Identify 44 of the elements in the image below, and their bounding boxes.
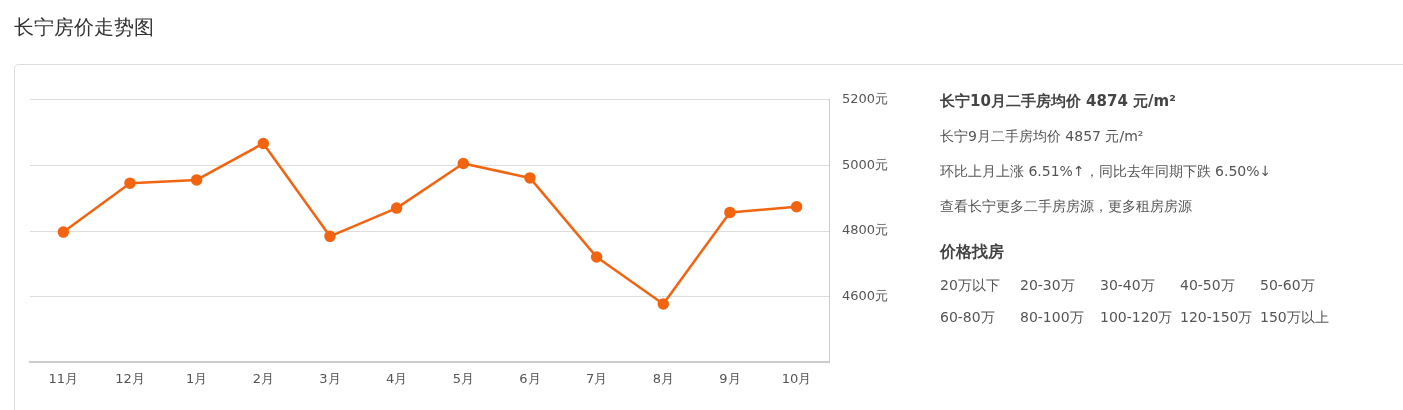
text: 长宁9月二手房均价 4857 元/m² (940, 128, 1145, 146)
text: 60-80万 (940, 309, 996, 327)
x-tick-label: 4月 (385, 370, 408, 386)
text: 价格找房 (940, 242, 1005, 263)
point (190, 174, 203, 186)
x-tick-label: 10月 (781, 370, 812, 386)
y-tick-label: 5200元 (841, 91, 889, 107)
text: 查看长宁更多二手房房源，更多租房房源 (940, 198, 1193, 216)
y-tick-label: 5000元 (841, 156, 889, 172)
x-tick-label: 8月 (652, 370, 674, 386)
x-tick-label: 1月 (186, 370, 208, 386)
x-tick-label: 6月 (519, 370, 541, 386)
y-tick-label: 4800元 (841, 222, 889, 238)
point (124, 177, 136, 189)
point (324, 230, 336, 243)
x-tick-label: 12月 (115, 370, 145, 386)
text: 40-50万 (1180, 277, 1236, 295)
point (457, 157, 470, 170)
point (524, 172, 536, 184)
text: 50-60万 (1260, 277, 1316, 295)
text: 30-40万 (1100, 277, 1156, 295)
text: 20-30万 (1020, 277, 1076, 295)
x-tick-label: 5月 (452, 370, 474, 386)
point (590, 251, 603, 263)
text: 150万以上 (1260, 309, 1330, 327)
y-tick-label: 4600元 (841, 288, 889, 304)
point (657, 298, 670, 310)
text: 20万以下 (940, 277, 1001, 295)
point (390, 202, 403, 214)
point (257, 137, 270, 150)
text: 120-150万 (1180, 309, 1254, 327)
chart-title: 长宁房价走势图 (14, 14, 154, 41)
x-tick-label: 9月 (719, 370, 741, 386)
x-tick-label: 11月 (48, 370, 79, 386)
point (57, 226, 70, 238)
x-tick-label: 3月 (319, 370, 341, 386)
x-tick-label: 2月 (252, 370, 274, 386)
text: 100-120万 (1100, 309, 1174, 327)
text: 环比上月上涨 6.51%↑，同比去年同期下跌 6.50%↓ (940, 163, 1273, 181)
point (790, 201, 803, 213)
point (724, 206, 736, 219)
text: 80-100万 (1020, 309, 1085, 327)
x-tick-label: 7月 (585, 370, 608, 386)
text: 长宁10月二手房均价 4874 元/m² (940, 92, 1177, 111)
